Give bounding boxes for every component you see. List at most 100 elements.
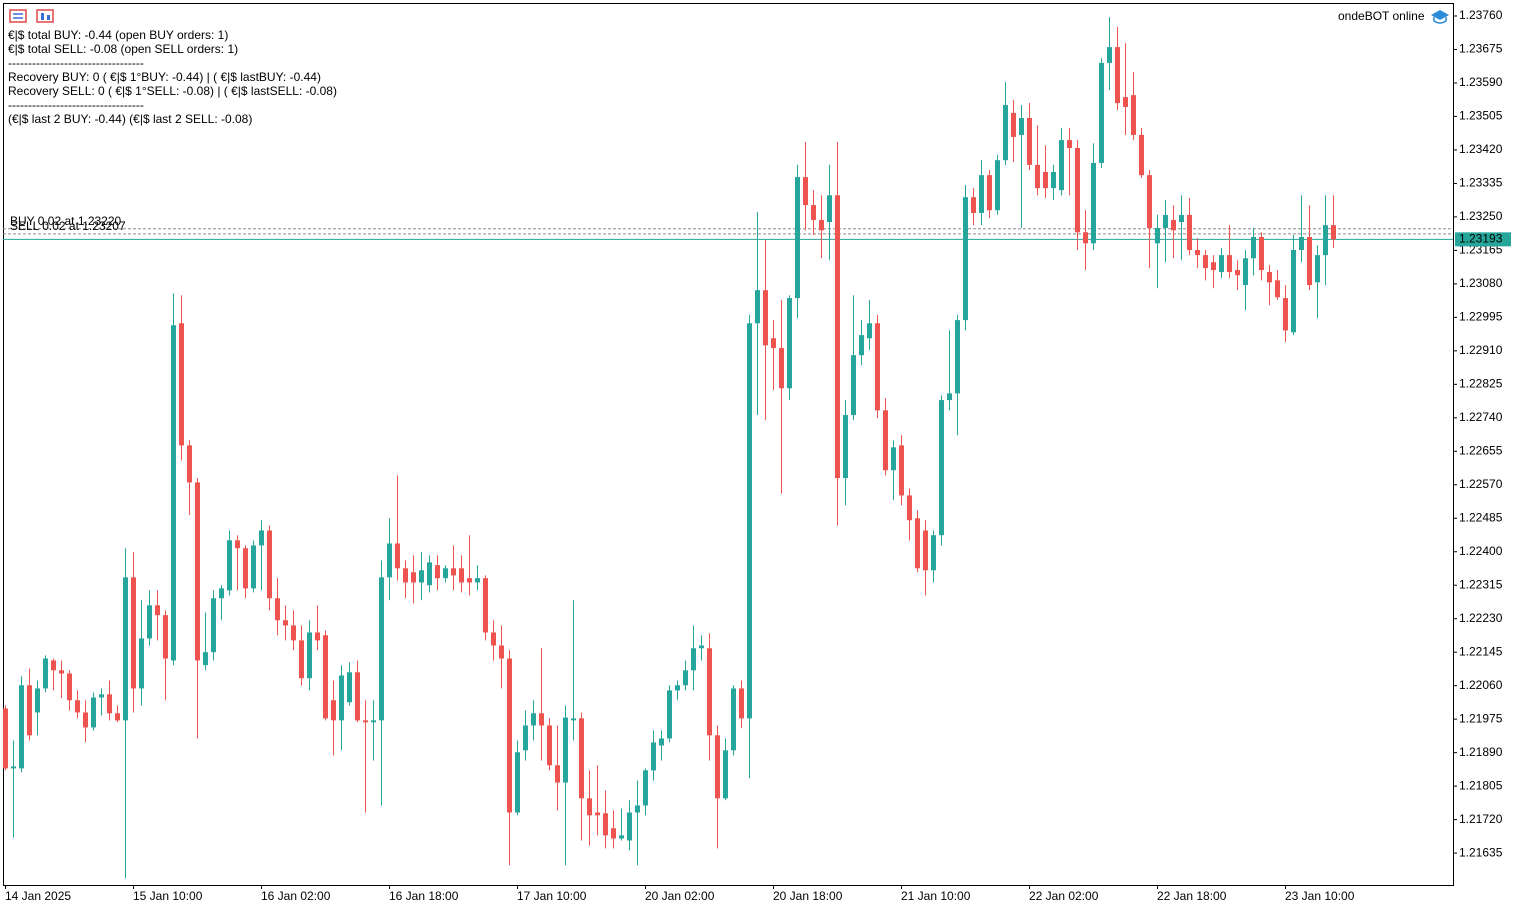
x-tick-label: 22 Jan 02:00 (1029, 889, 1099, 903)
chart-icon-bar (41, 13, 44, 20)
candle-body (979, 175, 984, 213)
y-tick-label: 1.23080 (1459, 276, 1503, 290)
candle-body (515, 752, 520, 813)
candle-body (395, 543, 400, 569)
candle-body (667, 690, 672, 739)
candle-body (491, 632, 496, 646)
candle-body (579, 718, 584, 799)
x-tick-label: 15 Jan 10:00 (133, 889, 203, 903)
candle-body (1027, 118, 1032, 165)
y-tick-label: 1.21635 (1459, 845, 1503, 859)
chart-icon-bar (47, 15, 50, 20)
candle-body (91, 697, 96, 728)
candle-body (787, 298, 792, 389)
y-tick-label: 1.22740 (1459, 410, 1503, 424)
y-tick-label: 1.22315 (1459, 577, 1503, 591)
y-tick-label: 1.23250 (1459, 209, 1503, 223)
candle-body (1171, 220, 1176, 231)
candle-body (899, 445, 904, 496)
candle-body (235, 540, 240, 549)
candle-body (1059, 140, 1064, 191)
candle-body (1251, 236, 1256, 259)
candle-body (171, 325, 176, 661)
candle-body (131, 577, 136, 689)
candle-body (315, 632, 320, 641)
candle-body (1051, 171, 1056, 189)
chart-icon[interactable] (36, 9, 54, 23)
info-line: €|$ total SELL: -0.08 (open SELL orders:… (8, 42, 238, 56)
y-tick-label: 1.21890 (1459, 745, 1503, 759)
candle-body (331, 700, 336, 721)
candle-body (963, 197, 968, 321)
trade-icon[interactable] (9, 9, 27, 23)
candle-body (923, 530, 928, 571)
candle-body (595, 812, 600, 816)
candle-body (27, 685, 32, 736)
candle-body (635, 805, 640, 813)
candle-body (643, 770, 648, 806)
candle-body (1075, 147, 1080, 233)
candle-body (379, 577, 384, 721)
order-label: BUY 0.02 at 1.23220 (10, 214, 122, 228)
y-tick-label: 1.22655 (1459, 443, 1503, 457)
status-icon (1431, 10, 1449, 24)
candle-body (1243, 258, 1248, 286)
candle-body (139, 638, 144, 689)
candle-body (835, 195, 840, 479)
candle-body (1187, 214, 1192, 250)
x-tick-label: 16 Jan 18:00 (389, 889, 459, 903)
candle-body (571, 718, 576, 721)
cap-icon-base (1433, 17, 1447, 24)
candle-body (1019, 118, 1024, 135)
candle-body (755, 290, 760, 324)
y-tick-label: 1.23505 (1459, 109, 1503, 123)
candle-body (1235, 270, 1240, 276)
candle-body (707, 648, 712, 736)
candle-body (147, 605, 152, 639)
candle-body (955, 320, 960, 394)
candle-body (1179, 214, 1184, 223)
toolbar-icons (9, 9, 54, 23)
info-line: Recovery BUY: 0 ( €|$ 1°BUY: -0.44) | ( … (8, 70, 321, 84)
candle-body (875, 323, 880, 411)
candle-body (195, 482, 200, 661)
candle-body (179, 323, 184, 446)
candle-body (243, 548, 248, 589)
candle-body (907, 495, 912, 521)
candle-body (435, 565, 440, 579)
y-tick-label: 1.21975 (1459, 711, 1503, 725)
candle-body (43, 658, 48, 689)
info-line: ---------------------------------- (8, 56, 144, 70)
candle-body (1259, 236, 1264, 271)
candle-body (1307, 236, 1312, 286)
candle-body (1147, 175, 1152, 228)
candle-body (427, 562, 432, 586)
x-tick-label: 20 Jan 02:00 (645, 889, 715, 903)
x-tick-label: 17 Jan 10:00 (517, 889, 587, 903)
candle-body (1011, 112, 1016, 137)
candle-body (883, 410, 888, 471)
candle-body (547, 725, 552, 766)
candle-body (1091, 162, 1096, 244)
candle-body (1331, 225, 1336, 240)
candle-body (1139, 134, 1144, 176)
candle-body (1323, 225, 1328, 256)
candle-body (987, 175, 992, 211)
candle-body (691, 648, 696, 671)
candle-body (283, 620, 288, 626)
candle-body (1195, 249, 1200, 256)
candle-body (3, 708, 8, 769)
candle-body (83, 712, 88, 728)
candle-body (587, 798, 592, 816)
candle-body (843, 415, 848, 479)
plot-frame (3, 3, 1454, 886)
candle-body (99, 694, 104, 698)
candle-body (771, 338, 776, 349)
candle-body (675, 685, 680, 691)
candle-body (779, 348, 784, 389)
candle-body (1115, 47, 1120, 104)
candle-body (971, 197, 976, 213)
candle-body (475, 578, 480, 583)
candle-body (1003, 105, 1008, 161)
